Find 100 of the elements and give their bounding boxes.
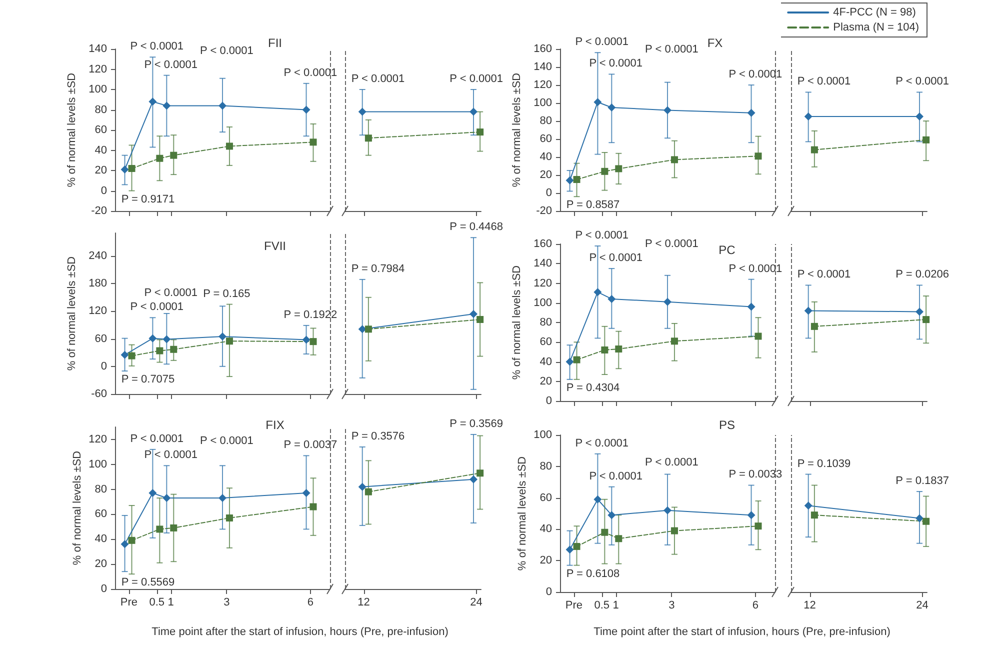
annotation: P = 0.0206: [896, 268, 949, 281]
y-tick-label: 100: [88, 458, 107, 470]
y-axis-title: % of normal levels ±SD: [516, 456, 528, 571]
annotation: P < 0.0001: [130, 40, 184, 53]
x-tick-label: 12: [358, 596, 370, 608]
x-tick-label: 6: [752, 600, 759, 612]
text: P < 0.0001: [575, 229, 629, 242]
annotation: P < 0.0001: [144, 58, 198, 71]
y-tick-label: 100: [534, 429, 552, 441]
y-tick-label: 0: [546, 187, 552, 199]
y-axis-title: % of normal levels ±SD: [72, 450, 84, 566]
text: P = 0.4468: [450, 221, 503, 234]
annotation: P = 0.1039: [797, 458, 851, 470]
annotation: P = 0.165: [203, 288, 250, 300]
annotation: P < 0.0001: [200, 44, 254, 57]
y-axis-title: % of normal levels ±SD: [66, 256, 78, 371]
text: FVII: [264, 239, 286, 253]
annotation: P < 0.0001: [896, 76, 949, 88]
chart-title: PS: [718, 418, 736, 432]
y-tick-label: 240: [88, 250, 107, 262]
y-tick-label: 60: [540, 133, 552, 145]
annotation: P < 0.0001: [200, 435, 254, 448]
annotation: P = 0.8587: [566, 199, 620, 212]
chart-title: FII: [268, 36, 282, 50]
y-tick-label: -20: [91, 205, 107, 217]
x-tick-label: 0.5: [149, 596, 165, 608]
y-tick-label: 20: [540, 169, 552, 181]
annotation: P < 0.0001: [797, 268, 851, 281]
chart-title: PC: [718, 243, 736, 257]
annotation: P = 0.0033: [728, 468, 782, 481]
y-tick-label: 40: [540, 523, 552, 536]
annotation: P < 0.0001: [645, 44, 698, 56]
y-tick-label: 160: [534, 238, 552, 250]
annotation: P = 0.3569: [450, 418, 503, 430]
annotation: P < 0.0001: [144, 287, 198, 300]
annotation: P < 0.0001: [589, 470, 643, 482]
y-tick-label: -20: [536, 205, 552, 217]
y-tick-label: 120: [88, 433, 107, 446]
annotation: P < 0.0001: [351, 73, 405, 85]
annotation: P < 0.0001: [130, 301, 184, 314]
text: P < 0.0001: [575, 36, 629, 48]
y-axis-title: % of normal levels ±SD: [511, 72, 524, 188]
y-tick-label: 20: [540, 375, 552, 388]
y-tick-label: 40: [540, 356, 552, 368]
annotation: P = 0.9171: [121, 193, 175, 206]
annotation: P = 0.1837: [896, 475, 949, 488]
x-axis-title: Time point after the start of infusion, hours (Pre, pre-infusion): [594, 626, 890, 638]
y-tick-label: -60: [91, 388, 107, 400]
annotation: P < 0.0001: [130, 432, 184, 445]
y-axis-title: % of normal levels ±SD: [66, 72, 78, 188]
x-tick-label: Pre: [120, 596, 138, 608]
annotation: P = 0.0037: [284, 439, 338, 452]
y-tick-label: 0: [100, 583, 107, 595]
annotation: P = 0.5569: [121, 576, 175, 589]
y-tick-label: 120: [534, 277, 552, 290]
y-tick-label: 20: [94, 558, 107, 570]
annotation: P = 0.7075: [121, 374, 175, 386]
annotation: P = 0.7984: [351, 262, 405, 275]
y-tick-label: 0: [100, 360, 107, 372]
x-tick-label: 6: [307, 596, 314, 608]
y-tick-label: 60: [540, 336, 552, 348]
annotation: P < 0.0001: [728, 262, 782, 275]
y-tick-label: 160: [534, 43, 552, 55]
y-tick-label: 40: [540, 151, 552, 163]
y-tick-label: 0: [100, 184, 107, 197]
y-tick-label: 80: [540, 460, 552, 472]
legend-label: 4F-PCC (N = 98): [833, 6, 916, 18]
annotation: P = 0.6108: [566, 568, 620, 580]
y-tick-label: 180: [88, 278, 107, 290]
x-tick-label: 24: [916, 600, 928, 612]
annotation: P < 0.0001: [284, 66, 338, 79]
y-tick-label: 120: [534, 79, 552, 91]
annotation: P < 0.0001: [589, 252, 643, 264]
legend-label: Plasma (N = 104): [833, 22, 920, 34]
y-tick-label: 20: [540, 554, 552, 567]
annotation: P < 0.0001: [589, 58, 643, 70]
y-tick-label: 80: [540, 316, 552, 328]
y-tick-label: 0: [546, 395, 552, 407]
annotation: P < 0.0001: [575, 437, 629, 450]
y-tick-label: 80: [94, 104, 107, 116]
y-tick-label: 60: [540, 492, 552, 504]
annotation: P < 0.0001: [728, 68, 782, 80]
y-tick-label: 140: [534, 61, 552, 73]
y-tick-label: 40: [94, 533, 107, 546]
y-axis-title: % of normal levels ±SD: [511, 265, 524, 380]
y-tick-label: 20: [94, 164, 107, 176]
y-tick-label: 60: [94, 124, 107, 136]
x-tick-label: 3: [668, 600, 675, 612]
x-tick-label: Pre: [565, 600, 583, 612]
y-tick-label: 140: [88, 43, 107, 55]
annotation: P < 0.0001: [144, 449, 198, 462]
annotation: P = 0.4304: [566, 382, 620, 394]
chart-title: FIX: [266, 418, 284, 432]
annotation: P = 0.3576: [351, 430, 405, 442]
x-tick-label: 1: [612, 600, 619, 612]
annotation: P < 0.0001: [797, 76, 851, 88]
x-tick-label: 3: [224, 596, 230, 608]
y-tick-label: 80: [540, 115, 552, 127]
y-tick-label: 100: [88, 84, 107, 96]
y-tick-label: 140: [534, 258, 552, 270]
